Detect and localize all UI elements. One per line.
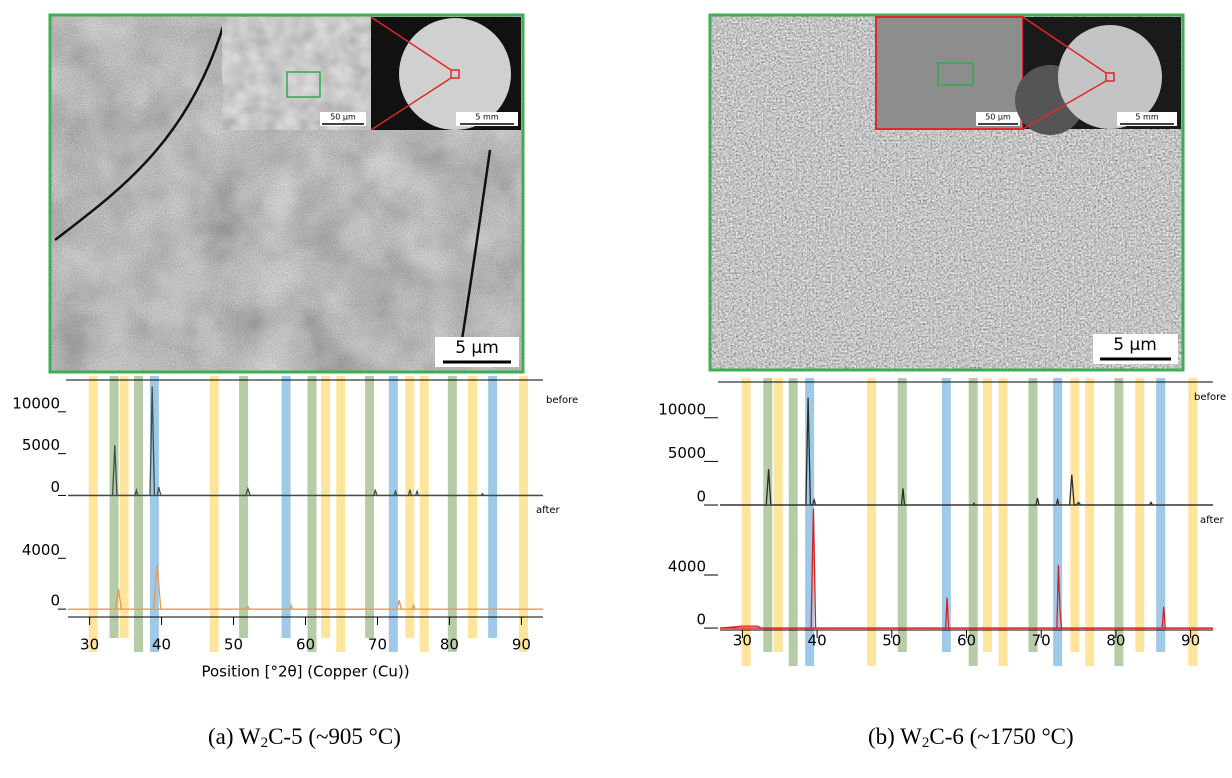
reference-band bbox=[1135, 378, 1145, 652]
reference-band bbox=[1085, 378, 1095, 666]
x-tick-label: 40 bbox=[808, 632, 827, 650]
x-tick-label: 50 bbox=[224, 636, 243, 654]
overview-scale: 5 mm bbox=[1135, 113, 1158, 122]
reference-band bbox=[405, 376, 415, 638]
reference-band bbox=[321, 376, 331, 638]
reference-band bbox=[982, 378, 992, 652]
overview-scale: 5 mm bbox=[475, 113, 498, 122]
reference-band bbox=[763, 378, 773, 652]
reference-band bbox=[1114, 378, 1124, 666]
y-tick-label: 0 bbox=[50, 592, 60, 610]
reference-band bbox=[998, 378, 1008, 666]
y-tick-label: 5000 bbox=[22, 436, 60, 454]
reference-band bbox=[109, 376, 119, 638]
reference-band bbox=[1156, 378, 1166, 652]
reference-band bbox=[447, 376, 457, 652]
reference-band bbox=[1028, 378, 1038, 652]
x-tick-label: 80 bbox=[1106, 632, 1125, 650]
inset-scale: 50 µm bbox=[985, 113, 1011, 122]
reference-band bbox=[149, 376, 159, 652]
reference-band bbox=[388, 376, 398, 652]
x-axis-title: Position [°2θ] (Copper (Cu)) bbox=[201, 663, 409, 681]
x-tick-label: 70 bbox=[368, 636, 387, 654]
y-tick-label: 4000 bbox=[22, 541, 60, 559]
reference-band bbox=[281, 376, 291, 638]
reference-band bbox=[336, 376, 346, 652]
caption-text: (a) W bbox=[208, 724, 261, 749]
caption-subscript: 2 bbox=[260, 735, 269, 751]
y-tick-label: 10000 bbox=[12, 394, 60, 412]
reference-band bbox=[419, 376, 429, 652]
scale-bar-label: 5 µm bbox=[455, 338, 499, 358]
y-tick-label: 0 bbox=[696, 611, 706, 629]
reference-band bbox=[741, 378, 751, 666]
reference-band bbox=[1188, 378, 1198, 666]
x-tick-label: 90 bbox=[512, 636, 531, 654]
xrd-pattern bbox=[720, 397, 1213, 506]
inset-scale: 50 µm bbox=[330, 113, 356, 122]
reference-band bbox=[239, 376, 249, 638]
y-tick-label: 5000 bbox=[668, 444, 706, 462]
x-tick-label: 30 bbox=[80, 636, 99, 654]
reference-band bbox=[488, 376, 498, 638]
scale-bar-label: 5 µm bbox=[1113, 335, 1157, 355]
x-tick-label: 60 bbox=[957, 632, 976, 650]
x-tick-label: 40 bbox=[152, 636, 171, 654]
reference-band bbox=[1053, 378, 1063, 666]
y-tick-label: 0 bbox=[50, 478, 60, 496]
xrd-pattern bbox=[68, 564, 543, 610]
reference-band bbox=[88, 376, 98, 652]
reference-band bbox=[773, 378, 783, 652]
x-tick-label: 90 bbox=[1181, 632, 1200, 650]
reference-band bbox=[805, 378, 815, 666]
reference-band bbox=[897, 378, 907, 652]
reference-band bbox=[519, 376, 529, 652]
xrd-pattern bbox=[68, 386, 543, 497]
subplot-label: after bbox=[1200, 515, 1225, 526]
x-tick-label: 60 bbox=[296, 636, 315, 654]
caption-text: C-6 (~1750 °C) bbox=[929, 724, 1074, 749]
y-tick-label: 0 bbox=[696, 488, 706, 506]
x-tick-label: 80 bbox=[440, 636, 459, 654]
reference-band bbox=[119, 376, 129, 638]
x-tick-label: 70 bbox=[1032, 632, 1051, 650]
subplot-label: after bbox=[536, 505, 561, 516]
x-tick-label: 50 bbox=[882, 632, 901, 650]
caption: (a) W2C-5 (~905 °C) bbox=[208, 724, 401, 752]
reference-band bbox=[1070, 378, 1080, 652]
sem-image-b bbox=[708, 13, 1185, 372]
caption-subscript: 2 bbox=[921, 735, 930, 751]
reference-band bbox=[788, 378, 798, 666]
subplot-label: before bbox=[1194, 392, 1226, 403]
caption-text: (b) W bbox=[868, 724, 922, 749]
subplot-label: before bbox=[546, 395, 578, 406]
y-tick-label: 4000 bbox=[668, 558, 706, 576]
caption: (b) W2C-6 (~1750 °C) bbox=[868, 724, 1074, 752]
reference-band bbox=[867, 378, 877, 666]
reference-band bbox=[134, 376, 144, 652]
reference-band bbox=[968, 378, 978, 666]
reference-band bbox=[307, 376, 317, 652]
reference-band bbox=[209, 376, 219, 652]
xrd-pattern bbox=[719, 508, 1213, 629]
reference-band bbox=[467, 376, 477, 638]
caption-text: C-5 (~905 °C) bbox=[268, 724, 401, 749]
reference-band bbox=[365, 376, 375, 638]
reference-band bbox=[941, 378, 951, 652]
x-tick-label: 30 bbox=[733, 632, 752, 650]
y-tick-label: 10000 bbox=[658, 400, 706, 418]
sem-image-a bbox=[48, 13, 525, 374]
